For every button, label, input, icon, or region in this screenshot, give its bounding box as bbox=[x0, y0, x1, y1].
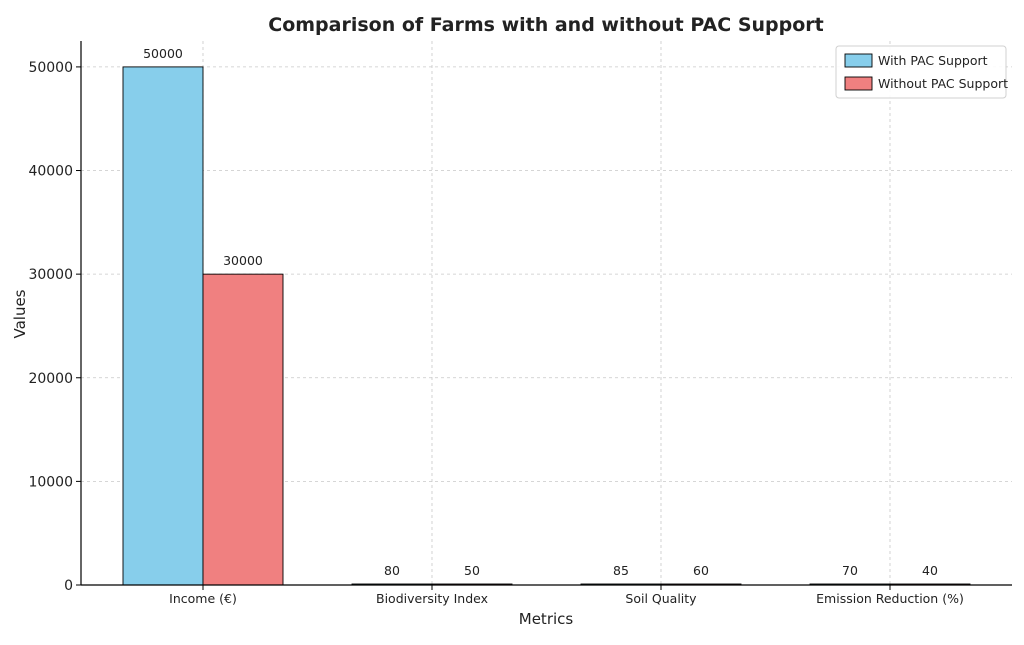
legend-entry: Without PAC Support bbox=[878, 76, 1008, 91]
legend-entry: With PAC Support bbox=[878, 53, 988, 68]
data-label: 50 bbox=[464, 563, 480, 578]
bars bbox=[122, 66, 971, 586]
data-label: 50000 bbox=[143, 46, 183, 61]
x-tick-label: Soil Quality bbox=[625, 591, 697, 606]
y-tick-label: 30000 bbox=[28, 267, 73, 283]
legend-swatch bbox=[844, 76, 873, 91]
y-axis-label: Values bbox=[11, 289, 29, 338]
y-tick-label: 20000 bbox=[28, 371, 73, 387]
y-tick-label: 40000 bbox=[28, 164, 73, 180]
data-label: 70 bbox=[842, 563, 858, 578]
x-axis-label: Metrics bbox=[519, 610, 574, 628]
axes: 0 10000 20000 30000 40000 50000 Income (€) Biod… bbox=[28, 41, 1012, 606]
bar bbox=[202, 273, 284, 586]
y-tick-label: 10000 bbox=[28, 474, 73, 490]
legend: With PAC Support Without PAC Support bbox=[835, 45, 1008, 99]
bar bbox=[122, 66, 204, 586]
data-label: 85 bbox=[613, 563, 629, 578]
legend-swatch bbox=[844, 53, 873, 68]
data-labels: 50000 80 85 70 30000 50 60 40 bbox=[143, 46, 938, 578]
legend-box bbox=[835, 45, 1007, 99]
data-label: 80 bbox=[384, 563, 400, 578]
data-label: 30000 bbox=[223, 253, 263, 268]
x-tick-label: Income (€) bbox=[169, 591, 237, 606]
x-tick-label: Emission Reduction (%) bbox=[816, 591, 964, 606]
chart-title: Comparison of Farms with and without PAC… bbox=[268, 14, 823, 36]
data-label: 60 bbox=[693, 563, 709, 578]
x-tick-label: Biodiversity Index bbox=[376, 591, 488, 606]
y-tick-label: 50000 bbox=[28, 60, 73, 76]
data-label: 40 bbox=[922, 563, 938, 578]
y-tick-label: 0 bbox=[64, 578, 73, 594]
